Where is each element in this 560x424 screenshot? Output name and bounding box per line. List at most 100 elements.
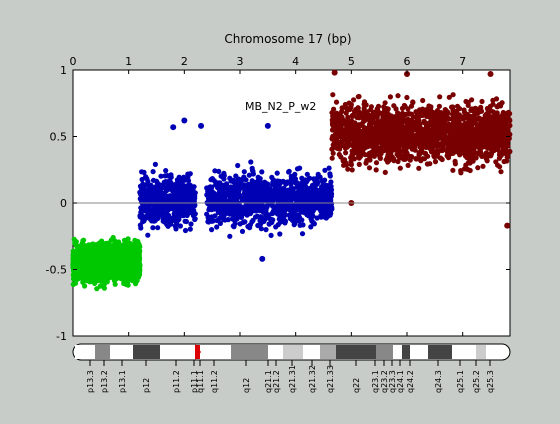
data-point [355, 94, 361, 100]
data-point [254, 180, 260, 186]
data-point [329, 155, 335, 161]
data-point [249, 208, 255, 214]
data-point [467, 167, 473, 174]
data-point [218, 173, 224, 179]
data-point [110, 234, 116, 241]
data-point [275, 222, 281, 228]
data-point [505, 153, 511, 159]
data-point [111, 265, 117, 271]
data-point [246, 172, 252, 178]
data-point [160, 218, 166, 224]
data-point [250, 168, 256, 174]
data-point [141, 185, 147, 191]
data-point [218, 182, 224, 188]
data-point [101, 285, 107, 291]
data-point [273, 194, 279, 200]
data-point [305, 177, 311, 183]
data-point [251, 192, 257, 199]
data-point [209, 184, 215, 190]
data-point [362, 112, 368, 118]
data-point [450, 167, 456, 173]
data-point [218, 207, 224, 213]
data-point [300, 222, 306, 228]
data-point [277, 231, 283, 237]
data-point [168, 174, 174, 180]
data-point [158, 173, 164, 179]
data-point [366, 165, 373, 171]
data-point [131, 263, 137, 269]
data-point [296, 187, 302, 193]
data-point [156, 209, 162, 216]
data-point [176, 174, 182, 180]
data-point [206, 219, 212, 225]
data-point [226, 205, 232, 211]
data-point [463, 162, 469, 168]
data-point [431, 153, 437, 159]
data-point [436, 103, 442, 109]
data-point [171, 182, 177, 188]
data-point [304, 171, 310, 177]
data-point [163, 168, 169, 174]
data-point [153, 205, 159, 211]
data-point [387, 94, 393, 100]
data-point [288, 173, 294, 179]
data-point [236, 176, 242, 182]
data-point [97, 257, 103, 263]
data-point [465, 102, 471, 108]
data-point [286, 168, 292, 174]
data-point [148, 187, 154, 194]
data-point [442, 118, 448, 124]
data-point [139, 169, 145, 175]
data-point [418, 158, 424, 164]
data-point [165, 214, 171, 221]
data-point [162, 194, 168, 200]
data-point [209, 227, 215, 233]
data-point [89, 267, 95, 274]
data-point [125, 270, 131, 276]
data-point [188, 221, 194, 227]
data-point [321, 186, 327, 192]
data-point [111, 270, 117, 276]
data-point [322, 197, 328, 203]
data-point [406, 153, 412, 159]
data-point [234, 194, 240, 200]
data-point [235, 162, 241, 169]
data-point [348, 104, 354, 110]
chart-title: Chromosome 17 (bp) [224, 32, 351, 46]
data-point [102, 248, 108, 254]
data-point [259, 188, 265, 194]
data-point [80, 238, 86, 244]
data-point [385, 159, 391, 165]
data-point [328, 201, 334, 207]
data-point [269, 174, 275, 180]
data-point [277, 213, 283, 219]
data-point [187, 171, 193, 177]
data-point [77, 250, 83, 256]
data-point [169, 193, 175, 199]
data-point [145, 232, 151, 238]
data-point [214, 224, 220, 230]
data-point [401, 156, 407, 162]
data-point [161, 179, 167, 185]
data-point [363, 102, 369, 108]
data-point [228, 178, 234, 184]
data-point [183, 218, 189, 225]
data-point [228, 194, 234, 200]
data-point [82, 250, 88, 256]
data-point [76, 269, 83, 275]
data-point [91, 272, 97, 278]
data-point [308, 207, 314, 213]
data-point [269, 219, 275, 225]
data-point [242, 206, 248, 212]
data-point [102, 244, 108, 250]
data-point [118, 258, 124, 265]
data-point [140, 201, 146, 207]
data-point [189, 189, 195, 195]
data-point [310, 220, 316, 226]
data-point [271, 206, 277, 212]
data-point [256, 195, 262, 201]
data-point [75, 257, 81, 263]
data-point [71, 252, 77, 258]
data-point [500, 147, 506, 153]
data-point [187, 226, 193, 232]
